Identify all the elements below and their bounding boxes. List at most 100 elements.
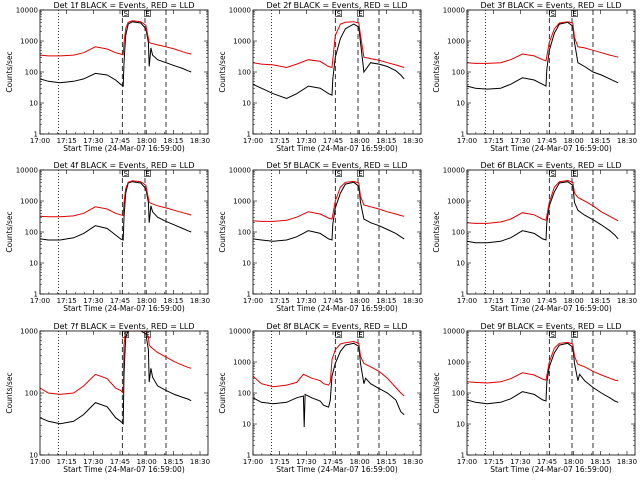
marker-box-s (122, 10, 129, 17)
x-axis-label: Start Time (24-Mar-07 16:59:00) (276, 465, 398, 474)
lld-series-line (40, 331, 192, 395)
x-tick-label: 18:15 (163, 297, 183, 305)
y-axis-label: Counts/sec (432, 372, 441, 413)
x-tick-label: 17:15 (270, 297, 290, 305)
x-tick-label: 17:15 (484, 297, 504, 305)
x-tick-label: 18:15 (376, 137, 396, 145)
y-tick-label: 1 (34, 131, 38, 139)
events-series-line (40, 21, 192, 88)
y-tick-label: 10 (29, 260, 38, 268)
plot-frame (252, 9, 422, 135)
lld-series-line (467, 179, 619, 224)
y-tick-label: 100 (452, 229, 465, 237)
lld-series-line (467, 341, 619, 384)
x-tick-label: 17:45 (537, 458, 557, 466)
y-tick-label: 10 (242, 421, 251, 429)
y-tick-label: 100 (25, 229, 38, 237)
y-tick-label: 1 (461, 131, 465, 139)
events-series-line (40, 331, 192, 425)
marker-label-e: E (358, 170, 362, 178)
x-axis-label: Start Time (24-Mar-07 16:59:00) (490, 144, 612, 153)
y-tick-label: 1000 (233, 38, 251, 46)
marker-label-s: S (550, 170, 555, 178)
x-tick-label: 18:15 (590, 137, 610, 145)
x-tick-label: 18:15 (376, 297, 396, 305)
x-tick-label: 18:00 (137, 458, 157, 466)
panel-title: Det 3f BLACK = Events, RED = LLD (480, 1, 621, 10)
y-axis-label: Counts/sec (432, 51, 441, 92)
marker-box-s (549, 170, 556, 177)
panel-title: Det 9f BLACK = Events, RED = LLD (480, 322, 621, 331)
y-axis-label: Counts/sec (432, 211, 441, 252)
plot-frame (252, 169, 422, 295)
y-tick-label: 1000 (20, 38, 38, 46)
x-tick-label: 17:30 (296, 458, 316, 466)
x-tick-label: 18:00 (350, 297, 370, 305)
marker-label-s: S (123, 331, 128, 339)
x-tick-label: 18:30 (617, 458, 637, 466)
plot-frame (466, 169, 636, 295)
marker-label-e: E (145, 10, 149, 18)
x-tick-label: 17:00 (30, 297, 50, 305)
x-tick-label: 18:15 (590, 297, 610, 305)
y-tick-label: 1 (247, 291, 251, 299)
marker-box-s (549, 10, 556, 17)
marker-label-e: E (572, 10, 576, 18)
marker-box-e (357, 10, 364, 17)
y-tick-label: 10 (29, 100, 38, 108)
y-tick-label: 10 (242, 260, 251, 268)
y-tick-label: 1 (247, 131, 251, 139)
marker-box-e (357, 331, 364, 338)
events-series-line (253, 181, 405, 242)
x-tick-label: 17:45 (323, 458, 343, 466)
y-axis-label: Counts/sec (218, 211, 227, 252)
x-tick-label: 18:30 (190, 458, 210, 466)
marker-box-s (335, 10, 342, 17)
x-tick-label: 17:00 (457, 458, 477, 466)
marker-label-e: E (358, 331, 362, 339)
y-tick-label: 1000 (20, 328, 38, 336)
y-tick-label: 100 (25, 69, 38, 77)
x-tick-label: 18:00 (350, 137, 370, 145)
x-tick-label: 18:30 (403, 297, 423, 305)
x-tick-label: 18:30 (617, 137, 637, 145)
x-tick-label: 18:15 (163, 458, 183, 466)
y-axis-label: Counts/sec (5, 211, 14, 252)
marker-label-s: S (336, 331, 341, 339)
x-tick-label: 17:30 (83, 458, 103, 466)
x-tick-label: 17:00 (30, 458, 50, 466)
x-tick-label: 18:15 (590, 458, 610, 466)
panel-title: Det 4f BLACK = Events, RED = LLD (53, 161, 194, 170)
marker-label-e: E (358, 10, 362, 18)
x-tick-label: 18:30 (403, 137, 423, 145)
y-tick-label: 10000 (229, 7, 251, 15)
marker-label-e: E (145, 170, 149, 178)
y-axis-label: Counts/sec (5, 372, 14, 413)
x-tick-label: 17:15 (484, 458, 504, 466)
y-tick-label: 1000 (233, 198, 251, 206)
panel-title: Det 1f BLACK = Events, RED = LLD (53, 1, 194, 10)
x-tick-label: 17:15 (270, 137, 290, 145)
y-tick-label: 1000 (447, 38, 465, 46)
y-tick-label: 1000 (20, 198, 38, 206)
plot-frame (252, 330, 422, 456)
panel-title: Det 8f BLACK = Events, RED = LLD (266, 322, 407, 331)
x-tick-label: 17:15 (57, 297, 77, 305)
x-tick-label: 17:15 (270, 458, 290, 466)
marker-box-e (571, 170, 578, 177)
x-axis-label: Start Time (24-Mar-07 16:59:00) (63, 304, 185, 313)
panel-title: Det 6f BLACK = Events, RED = LLD (480, 161, 621, 170)
x-tick-label: 18:30 (190, 297, 210, 305)
x-tick-label: 17:45 (537, 137, 557, 145)
x-axis-label: Start Time (24-Mar-07 16:59:00) (63, 465, 185, 474)
x-tick-label: 17:00 (243, 297, 263, 305)
y-tick-label: 10 (456, 421, 465, 429)
marker-box-s (335, 170, 342, 177)
marker-box-s (549, 331, 556, 338)
